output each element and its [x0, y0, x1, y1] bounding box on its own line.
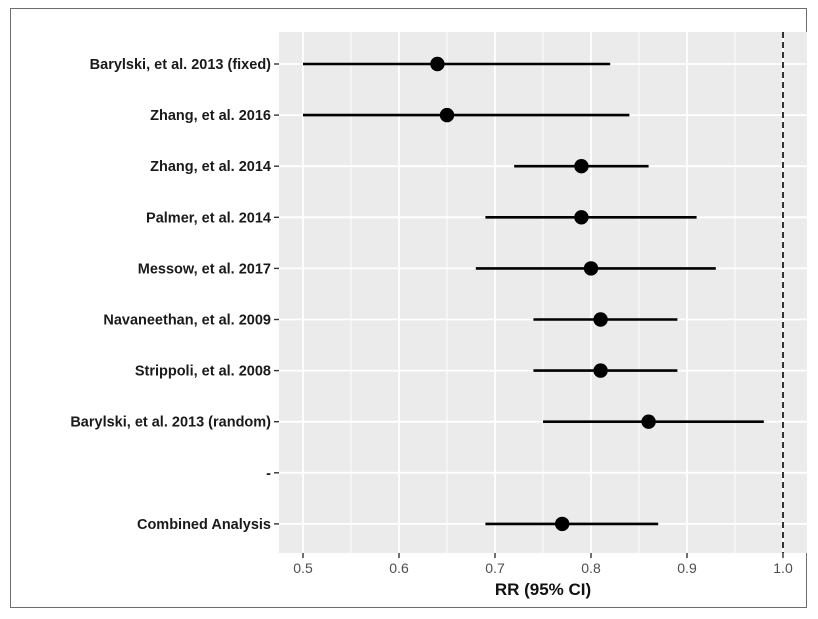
- x-tick-label: 0.5: [293, 560, 313, 576]
- y-tick-label: Navaneethan, et al. 2009: [103, 313, 271, 329]
- x-tick-label: 0.8: [581, 560, 601, 576]
- y-tick-label: -: [266, 466, 271, 482]
- x-tick-label: 0.6: [389, 560, 409, 576]
- point-estimate: [583, 261, 599, 276]
- y-tick-label: Zhang, et al. 2014: [150, 159, 271, 175]
- y-tick-label: Barylski, et al. 2013 (random): [70, 415, 271, 431]
- x-axis-title: RR (95% CI): [495, 580, 591, 599]
- point-estimate: [641, 414, 656, 429]
- point-estimate: [439, 107, 455, 123]
- point-estimate: [593, 363, 608, 378]
- y-tick-label: Messow, et al. 2017: [138, 261, 271, 277]
- x-tick-label: 1.0: [773, 560, 793, 576]
- y-tick-label: Combined Analysis: [137, 517, 271, 533]
- x-tick-label: 0.9: [677, 560, 697, 576]
- y-tick-label: Barylski, et al. 2013 (fixed): [90, 57, 272, 73]
- point-estimate: [574, 210, 589, 225]
- x-axis: 0.5 0.6 0.7 0.8 0.9 1.0: [293, 553, 793, 576]
- y-tick-label: Palmer, et al. 2014: [146, 210, 271, 226]
- point-estimates: [430, 56, 656, 532]
- point-estimate: [574, 159, 589, 174]
- point-estimate: [555, 516, 570, 532]
- point-estimate: [430, 56, 445, 72]
- point-estimate: [593, 312, 608, 327]
- y-tick-label: Zhang, et al. 2016: [150, 108, 271, 124]
- y-tick-label: Strippoli, et al. 2008: [135, 364, 271, 380]
- y-axis: Barylski, et al. 2013 (fixed) Zhang, et a…: [70, 57, 279, 533]
- x-tick-label: 0.7: [485, 560, 505, 576]
